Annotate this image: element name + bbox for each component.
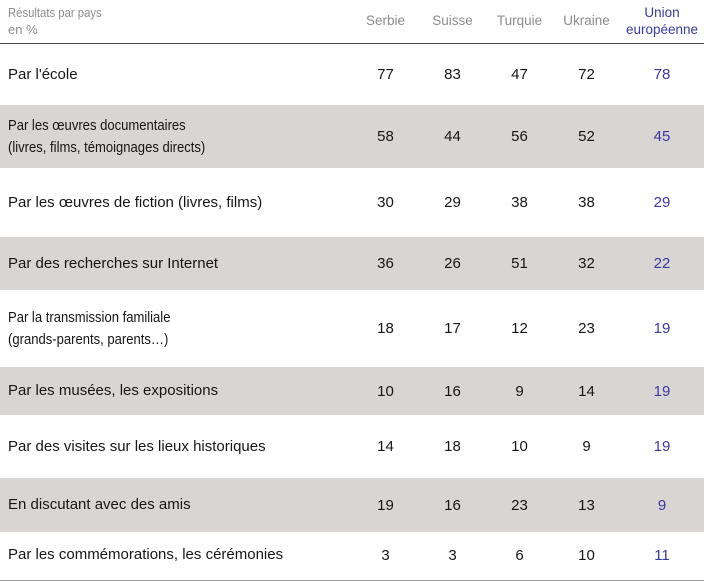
cell-value: 44 (444, 128, 461, 145)
cell-value: 52 (578, 128, 595, 145)
column-header-suisse: Suisse (432, 13, 473, 29)
cell-value: 29 (444, 194, 461, 211)
row-label-cell: Par les commémorations, les cérémonies (0, 544, 352, 566)
column-header-ukraine: Ukraine (563, 13, 610, 29)
table-row: Par la transmission familiale (grands-pa… (0, 290, 704, 367)
cell-value: 23 (511, 496, 528, 514)
cell-value: 16 (444, 496, 461, 514)
cell-value: 14 (578, 382, 595, 400)
cell-value: 10 (377, 382, 394, 400)
row-label: Par la transmission familiale (8, 308, 171, 326)
cell-value: 19 (377, 496, 394, 514)
cell-value-eu: 19 (653, 438, 671, 455)
row-label-cell: Par les œuvres documentaires (livres, fi… (0, 115, 352, 159)
cell-value: 17 (444, 320, 461, 337)
cell-value-eu: 22 (653, 255, 671, 272)
cell-value: 38 (578, 194, 595, 211)
cell-value: 30 (377, 194, 394, 211)
row-label-cell: Par les œuvres de fiction (livres, films… (0, 192, 352, 214)
cell-value-eu: 9 (657, 496, 667, 514)
cell-value: 3 (448, 546, 457, 564)
table-row: Par les œuvres documentaires (livres, fi… (0, 105, 704, 168)
cell-value-eu: 19 (653, 320, 671, 337)
cell-value: 9 (515, 382, 524, 400)
cell-value-eu: 19 (653, 382, 671, 400)
cell-value: 51 (511, 255, 528, 272)
column-header-union-europeenne: Union européenne (625, 5, 699, 37)
row-label-cell: En discutant avec des amis (0, 494, 352, 516)
table-row: Par l'école 77 83 47 72 78 (0, 44, 704, 105)
cell-value-eu: 29 (653, 194, 671, 211)
cell-value: 23 (578, 320, 595, 337)
table-row: Par des recherches sur Internet 36 26 51… (0, 237, 704, 290)
row-label: Par des recherches sur Internet (8, 254, 219, 272)
row-label: Par les commémorations, les cérémonies (8, 546, 284, 564)
cell-value: 38 (511, 194, 528, 211)
cell-value: 36 (377, 255, 394, 272)
row-label: Par les œuvres documentaires (8, 116, 186, 134)
row-label-cell: Par des visites sur les lieux historique… (0, 436, 352, 458)
cell-value: 56 (511, 128, 528, 145)
cell-value-eu: 11 (654, 546, 670, 564)
cell-value: 16 (444, 382, 461, 400)
table-row: Par les musées, les expositions 10 16 9 … (0, 367, 704, 415)
row-label: Par l'école (8, 65, 78, 83)
cell-value: 12 (511, 320, 528, 337)
row-sublabel: (grands-parents, parents…) (8, 330, 169, 348)
row-label-cell: Par l'école (0, 64, 352, 86)
cell-value: 10 (578, 546, 595, 564)
cell-value: 18 (377, 320, 394, 337)
table-title-line2: en % (8, 21, 38, 37)
cell-value: 58 (377, 128, 394, 145)
cell-value: 26 (444, 255, 461, 272)
cell-value: 83 (444, 66, 461, 83)
row-label-cell: Par la transmission familiale (grands-pa… (0, 307, 352, 351)
column-header-serbie: Serbie (365, 13, 406, 29)
table-header: Résultats par pays en % Serbie Suisse Tu… (0, 0, 704, 44)
cell-value: 32 (578, 255, 595, 272)
cell-value-eu: 78 (653, 66, 671, 83)
cell-value-eu: 45 (653, 128, 671, 145)
cell-value: 3 (381, 546, 390, 564)
cell-value: 10 (511, 438, 528, 455)
table-row: Par des visites sur les lieux historique… (0, 415, 704, 478)
cell-value: 9 (582, 438, 591, 455)
row-label: Par les musées, les expositions (8, 382, 219, 400)
cell-value: 13 (578, 496, 595, 514)
table-body: Par l'école 77 83 47 72 78 Par les œuvre… (0, 44, 704, 578)
table-row: Par les œuvres de fiction (livres, films… (0, 168, 704, 237)
cell-value: 77 (377, 66, 394, 83)
row-label: Par les œuvres de fiction (livres, films… (8, 193, 263, 211)
table-row: En discutant avec des amis 19 16 23 13 9 (0, 478, 704, 532)
cell-value: 18 (444, 438, 461, 455)
row-sublabel: (livres, films, témoignages directs) (8, 138, 206, 156)
row-label: Par des visites sur les lieux historique… (8, 437, 266, 455)
cell-value: 72 (578, 66, 595, 83)
row-label: En discutant avec des amis (8, 496, 191, 514)
cell-value: 47 (511, 66, 528, 83)
cell-value: 14 (377, 438, 394, 455)
row-label-cell: Par les musées, les expositions (0, 380, 352, 402)
cell-value: 6 (515, 546, 524, 564)
table-title-line1: Résultats par pays (8, 4, 102, 20)
table-row: Par les commémorations, les cérémonies 3… (0, 532, 704, 578)
row-label-cell: Par des recherches sur Internet (0, 253, 352, 275)
table-title: Résultats par pays en % (0, 5, 352, 39)
column-header-turquie: Turquie (496, 13, 543, 29)
